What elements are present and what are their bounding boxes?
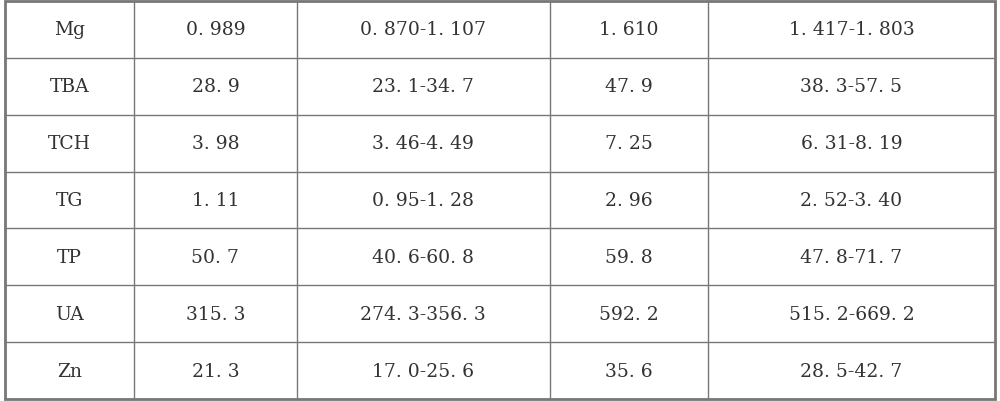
- Text: 47. 8-71. 7: 47. 8-71. 7: [800, 248, 903, 266]
- Text: 274. 3-356. 3: 274. 3-356. 3: [360, 305, 486, 323]
- Text: 40. 6-60. 8: 40. 6-60. 8: [372, 248, 474, 266]
- Text: 7. 25: 7. 25: [605, 135, 653, 153]
- Text: 3. 98: 3. 98: [192, 135, 239, 153]
- Text: 2. 52-3. 40: 2. 52-3. 40: [800, 192, 903, 209]
- Text: 0. 870-1. 107: 0. 870-1. 107: [360, 21, 486, 39]
- Text: 6. 31-8. 19: 6. 31-8. 19: [801, 135, 902, 153]
- Text: 50. 7: 50. 7: [191, 248, 239, 266]
- Text: TBA: TBA: [50, 78, 89, 96]
- Text: 21. 3: 21. 3: [192, 362, 239, 380]
- Text: Zn: Zn: [57, 362, 82, 380]
- Text: 38. 3-57. 5: 38. 3-57. 5: [800, 78, 902, 96]
- Text: 28. 9: 28. 9: [192, 78, 239, 96]
- Text: TG: TG: [56, 192, 83, 209]
- Text: 28. 5-42. 7: 28. 5-42. 7: [800, 362, 903, 380]
- Text: 515. 2-669. 2: 515. 2-669. 2: [789, 305, 914, 323]
- Text: 592. 2: 592. 2: [599, 305, 659, 323]
- Text: UA: UA: [55, 305, 84, 323]
- Text: Mg: Mg: [54, 21, 85, 39]
- Text: 1. 11: 1. 11: [192, 192, 239, 209]
- Text: 47. 9: 47. 9: [605, 78, 653, 96]
- Text: 1. 417-1. 803: 1. 417-1. 803: [789, 21, 914, 39]
- Text: 3. 46-4. 49: 3. 46-4. 49: [372, 135, 474, 153]
- Text: TCH: TCH: [48, 135, 91, 153]
- Text: 0. 989: 0. 989: [186, 21, 245, 39]
- Text: 35. 6: 35. 6: [605, 362, 653, 380]
- Text: 2. 96: 2. 96: [605, 192, 653, 209]
- Text: 1. 610: 1. 610: [599, 21, 658, 39]
- Text: TP: TP: [57, 248, 82, 266]
- Text: 23. 1-34. 7: 23. 1-34. 7: [372, 78, 474, 96]
- Text: 59. 8: 59. 8: [605, 248, 653, 266]
- Text: 17. 0-25. 6: 17. 0-25. 6: [372, 362, 474, 380]
- Text: 0. 95-1. 28: 0. 95-1. 28: [372, 192, 474, 209]
- Text: 315. 3: 315. 3: [186, 305, 245, 323]
